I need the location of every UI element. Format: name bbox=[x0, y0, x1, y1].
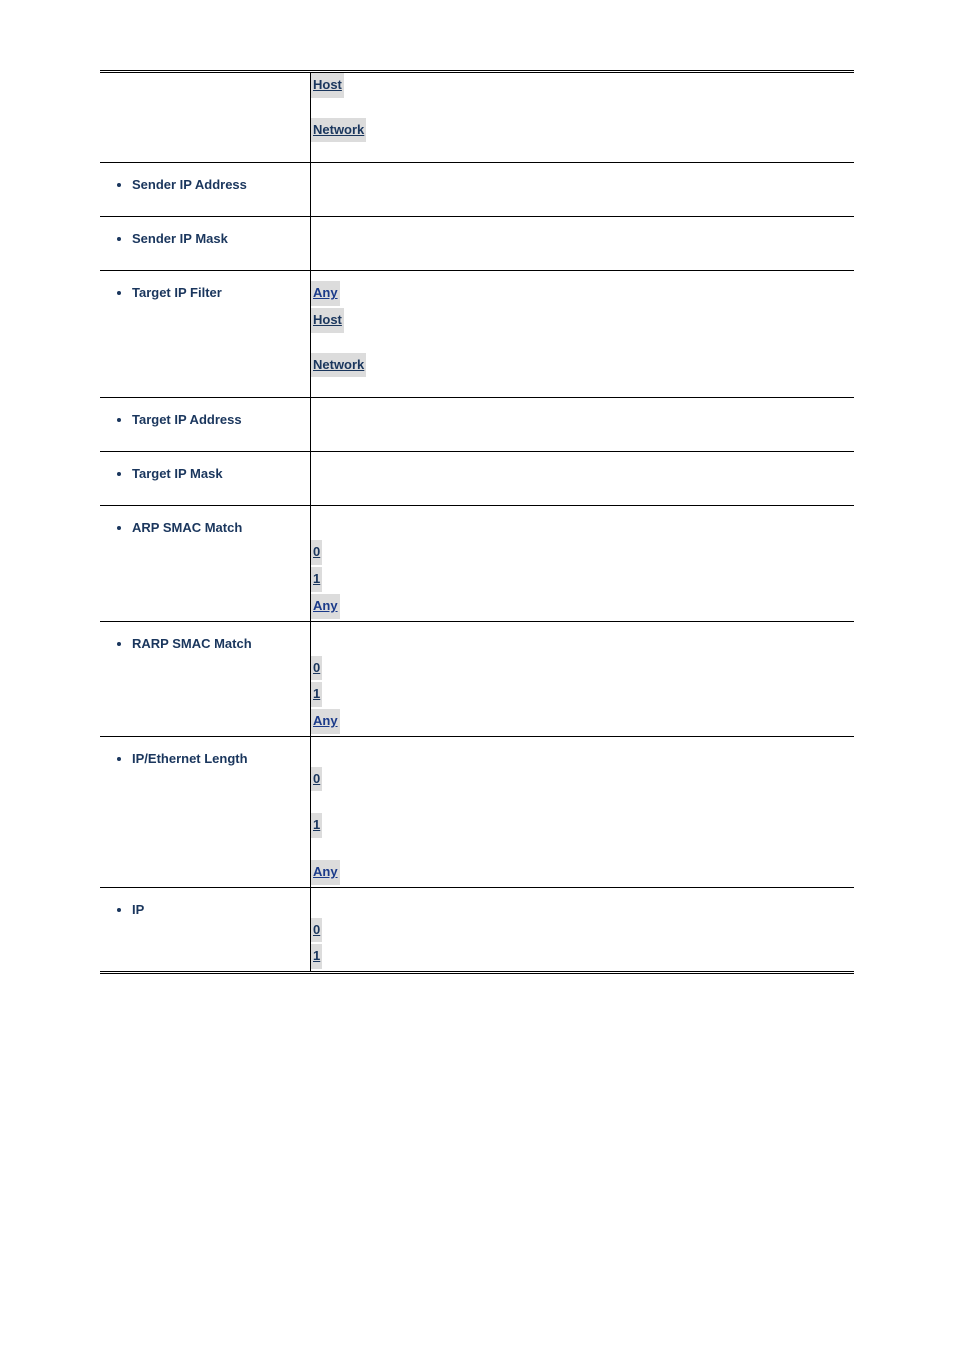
row-label: Target IP Mask bbox=[132, 452, 310, 505]
option-host[interactable]: Host bbox=[311, 73, 344, 98]
row-label: IP/Ethernet Length bbox=[132, 737, 310, 790]
option-0[interactable]: 0 bbox=[311, 540, 322, 565]
table-row: Target IP Filter Any Host Network bbox=[100, 271, 854, 398]
row-label: IP bbox=[132, 888, 310, 941]
parameters-table: Host Network Sender IP Address Sender IP… bbox=[100, 70, 854, 974]
row-label: Target IP Address bbox=[132, 398, 310, 451]
option-network[interactable]: Network bbox=[311, 118, 366, 143]
option-network[interactable]: Network bbox=[311, 353, 366, 378]
option-any[interactable]: Any bbox=[311, 709, 340, 734]
option-any[interactable]: Any bbox=[311, 594, 340, 619]
table-row: Target IP Address bbox=[100, 398, 854, 452]
option-0[interactable]: 0 bbox=[311, 656, 322, 681]
table-row: RARP SMAC Match 0 1 Any bbox=[100, 621, 854, 736]
option-host[interactable]: Host bbox=[311, 308, 344, 333]
row-label: ARP SMAC Match bbox=[132, 506, 310, 559]
row-label: Sender IP Address bbox=[132, 163, 310, 216]
table-row: IP/Ethernet Length 0 1 Any bbox=[100, 736, 854, 887]
option-any[interactable]: Any bbox=[311, 860, 340, 885]
option-1[interactable]: 1 bbox=[311, 813, 322, 838]
table-row: Sender IP Address bbox=[100, 163, 854, 217]
table-row: Host Network bbox=[100, 72, 854, 163]
row-label: RARP SMAC Match bbox=[132, 622, 310, 675]
option-0[interactable]: 0 bbox=[311, 767, 322, 792]
table-row: Sender IP Mask bbox=[100, 217, 854, 271]
option-any[interactable]: Any bbox=[311, 281, 340, 306]
option-1[interactable]: 1 bbox=[311, 682, 322, 707]
table-row: Target IP Mask bbox=[100, 452, 854, 506]
table-row: ARP SMAC Match 0 1 Any bbox=[100, 506, 854, 621]
table-row: IP 0 1 bbox=[100, 887, 854, 972]
row-label: Sender IP Mask bbox=[132, 217, 310, 270]
option-1[interactable]: 1 bbox=[311, 944, 322, 969]
row-label: Target IP Filter bbox=[132, 271, 310, 324]
option-0[interactable]: 0 bbox=[311, 918, 322, 943]
option-1[interactable]: 1 bbox=[311, 567, 322, 592]
